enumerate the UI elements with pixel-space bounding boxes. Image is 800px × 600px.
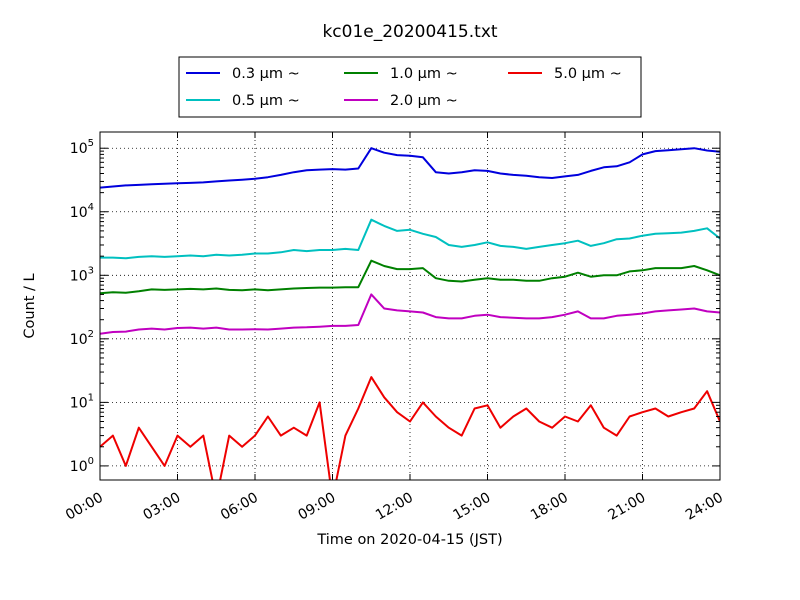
x-tick-label: 00:00 [63, 490, 106, 524]
y-tick-mantissa: 10 [70, 459, 88, 475]
series-line-5 [100, 376, 720, 480]
chart-title: kc01e_20200415.txt [322, 22, 497, 42]
x-tick-label: 21:00 [606, 490, 649, 524]
y-tick-mantissa: 10 [70, 205, 88, 221]
y-tick-exponent: 1 [88, 392, 94, 403]
y-tick-mantissa: 10 [70, 141, 88, 157]
y-tick-label: 100 [70, 456, 94, 475]
y-tick-label: 102 [70, 329, 94, 348]
legend: 0.3 μm ~ 0.5 μm ~ 1.0 μm ~ 2.0 μm ~ 5.0 μm ~ [178, 56, 642, 118]
y-tick-exponent: 3 [88, 265, 94, 276]
legend-label: 0.3 μm ~ [232, 66, 300, 82]
y-tick-mantissa: 10 [70, 268, 88, 284]
x-tick-label: 03:00 [141, 490, 184, 524]
legend-label: 2.0 μm ~ [390, 93, 458, 109]
y-tick-label: 105 [70, 138, 94, 157]
x-tick-labels: 00:00 03:00 06:00 09:00 12:00 15:00 18:00 21:00… [63, 490, 726, 524]
y-tick-exponent: 5 [88, 138, 94, 149]
legend-label: 1.0 μm ~ [390, 66, 458, 82]
y-tick-exponent: 2 [88, 329, 94, 340]
y-tick-label: 104 [70, 202, 94, 221]
legend-label: 0.5 μm ~ [232, 93, 300, 109]
series-line-2 [100, 218, 720, 260]
y-tick-label: 103 [70, 265, 94, 284]
grid [99, 132, 721, 480]
x-tick-label: 24:00 [683, 490, 726, 524]
x-axis-label: Time on 2020-04-15 (JST) [316, 532, 502, 548]
ticks [99, 132, 721, 480]
y-tick-exponent: 0 [88, 456, 94, 467]
legend-label: 5.0 μm ~ [554, 66, 622, 82]
y-tick-exponent: 4 [88, 202, 94, 213]
x-tick-label: 06:00 [218, 490, 261, 524]
series-line-1 [100, 147, 720, 189]
series-line-4 [100, 293, 720, 335]
x-tick-label: 18:00 [528, 490, 571, 524]
y-tick-label: 101 [70, 392, 94, 411]
series-line-3 [100, 259, 720, 295]
legend-frame [178, 56, 642, 118]
x-tick-label: 12:00 [373, 490, 416, 524]
series-layer [100, 147, 720, 480]
y-axis-label: Count / L [22, 273, 38, 338]
x-tick-label: 15:00 [451, 490, 494, 524]
x-tick-label: 09:00 [296, 490, 339, 524]
y-tick-mantissa: 10 [70, 395, 88, 411]
y-tick-mantissa: 10 [70, 332, 88, 348]
